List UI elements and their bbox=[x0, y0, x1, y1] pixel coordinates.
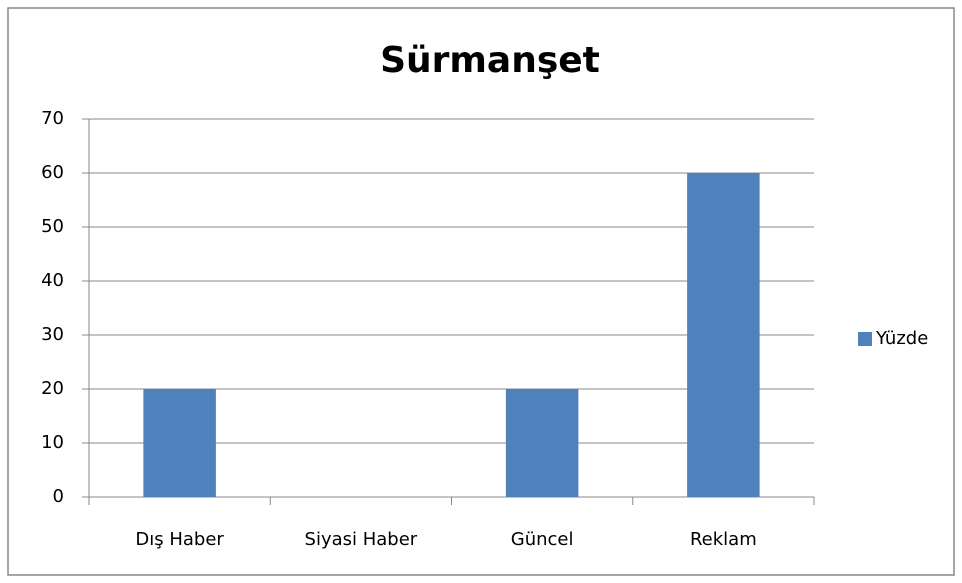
x-tick-label: Reklam bbox=[690, 529, 757, 550]
x-tick-label: Dış Haber bbox=[135, 529, 224, 550]
chart-title: Sürmanşet bbox=[380, 40, 600, 81]
x-tick-label: Siyasi Haber bbox=[305, 529, 418, 550]
legend-label: Yüzde bbox=[875, 328, 928, 349]
y-tick-label: 60 bbox=[41, 162, 64, 183]
y-tick-label: 50 bbox=[41, 216, 64, 237]
y-tick-label: 40 bbox=[41, 270, 64, 291]
y-tick-label: 30 bbox=[41, 324, 64, 345]
bar bbox=[143, 389, 216, 497]
y-tick-label: 10 bbox=[41, 432, 64, 453]
x-tick-label: Güncel bbox=[511, 529, 574, 550]
y-tick-label: 20 bbox=[41, 378, 64, 399]
legend-swatch bbox=[858, 332, 872, 346]
y-tick-label: 0 bbox=[53, 486, 64, 507]
bar bbox=[505, 389, 579, 497]
bar bbox=[687, 173, 760, 497]
y-tick-label: 70 bbox=[41, 108, 64, 129]
